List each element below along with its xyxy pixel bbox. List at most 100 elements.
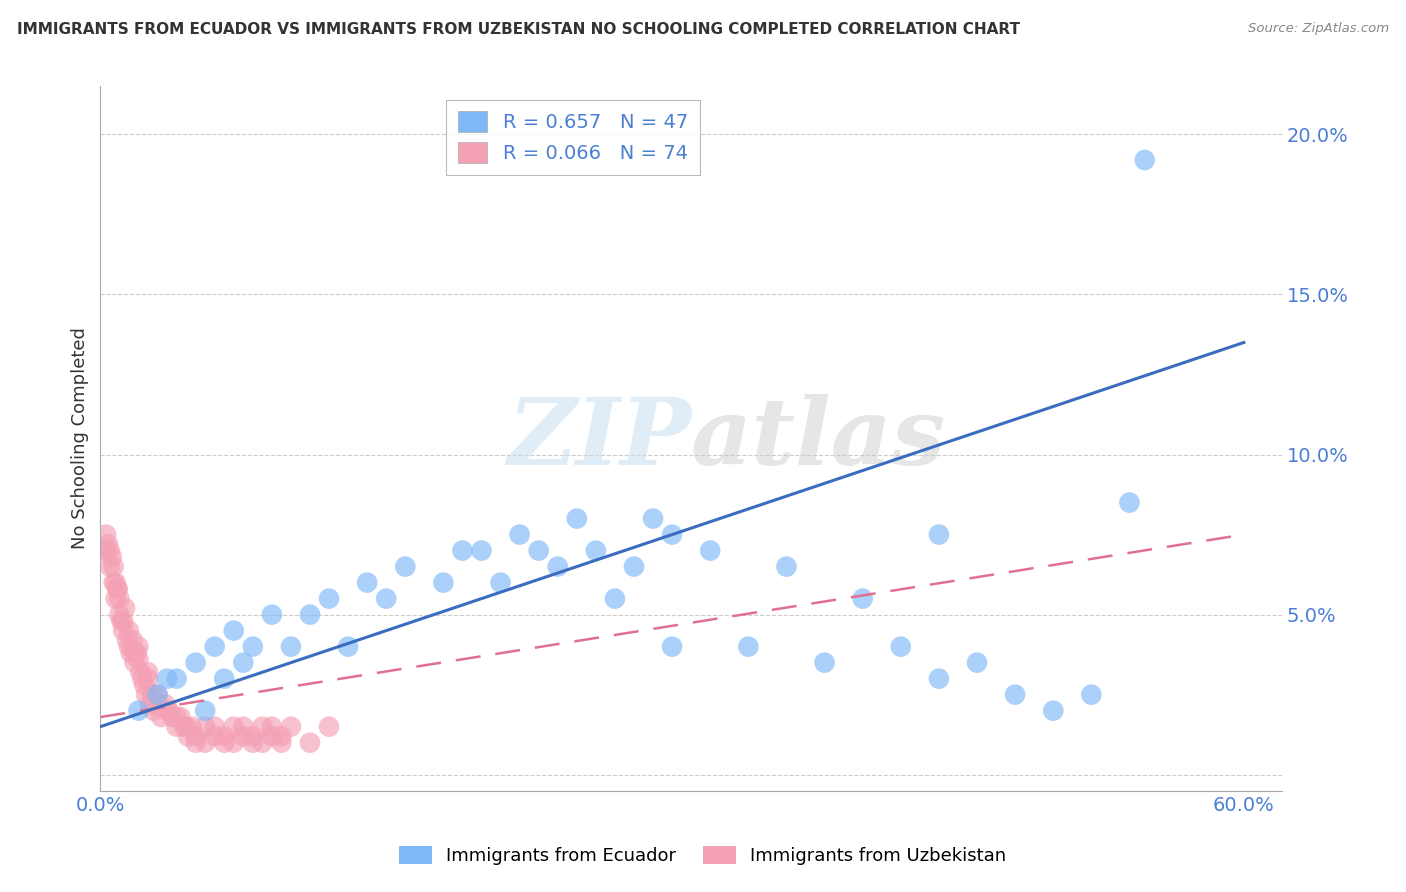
Point [603,591,626,606]
Point [135,688,157,702]
Point [129,665,152,680]
Point [184,656,207,670]
Point [94,527,117,541]
Point [139,698,162,712]
Point [1118,495,1140,509]
Point [432,575,454,590]
Point [260,607,283,622]
Point [153,698,176,712]
Point [298,607,321,622]
Point [204,729,226,743]
Point [1004,688,1026,702]
Point [150,710,173,724]
Point [280,720,302,734]
Point [737,640,759,654]
Point [173,720,195,734]
Point [212,672,235,686]
Point [169,710,191,724]
Legend: Immigrants from Ecuador, Immigrants from Uzbekistan: Immigrants from Ecuador, Immigrants from… [392,838,1014,872]
Point [120,646,142,660]
Point [260,720,283,734]
Point [966,656,988,670]
Point [565,511,588,525]
Legend: R = 0.657   N = 47, R = 0.066   N = 74: R = 0.657 N = 47, R = 0.066 N = 74 [446,100,700,175]
Point [156,704,179,718]
Point [156,672,179,686]
Point [470,543,492,558]
Point [451,543,474,558]
Point [194,704,217,718]
Point [136,665,159,680]
Point [134,678,156,692]
Point [585,543,607,558]
Point [318,591,340,606]
Point [115,633,138,648]
Point [142,704,165,718]
Point [127,640,149,654]
Point [166,672,188,686]
Point [141,688,163,702]
Point [242,736,264,750]
Point [641,511,664,525]
Point [184,736,207,750]
Point [146,688,169,702]
Text: Source: ZipAtlas.com: Source: ZipAtlas.com [1249,22,1389,36]
Point [1080,688,1102,702]
Point [136,672,159,686]
Point [124,656,146,670]
Point [180,720,202,734]
Point [212,736,235,750]
Point [162,710,184,724]
Point [852,591,875,606]
Point [107,582,129,596]
Point [118,640,141,654]
Point [813,656,835,670]
Point [270,736,292,750]
Point [107,582,129,596]
Point [127,652,149,666]
Point [356,575,378,590]
Point [337,640,360,654]
Point [104,575,127,590]
Point [124,646,146,660]
Point [204,640,226,654]
Point [270,729,292,743]
Point [108,607,131,622]
Point [212,729,235,743]
Point [204,720,226,734]
Point [98,559,121,574]
Point [121,633,143,648]
Point [280,640,302,654]
Point [394,559,416,574]
Point [97,537,120,551]
Point [928,527,950,541]
Point [98,543,121,558]
Point [222,736,245,750]
Point [118,624,141,638]
Point [928,672,950,686]
Point [108,591,131,606]
Point [103,575,125,590]
Point [112,624,135,638]
Point [184,729,207,743]
Point [232,729,254,743]
Point [103,559,125,574]
Point [174,720,197,734]
Point [125,646,148,660]
Point [298,736,321,750]
Point [318,720,340,734]
Point [375,591,398,606]
Point [146,688,169,702]
Point [252,720,274,734]
Point [166,720,188,734]
Point [194,736,217,750]
Text: atlas: atlas [692,393,946,483]
Point [166,710,188,724]
Y-axis label: No Schooling Completed: No Schooling Completed [72,327,89,549]
Point [252,736,274,750]
Point [131,672,153,686]
Point [222,720,245,734]
Point [699,543,721,558]
Point [661,640,683,654]
Point [127,704,149,718]
